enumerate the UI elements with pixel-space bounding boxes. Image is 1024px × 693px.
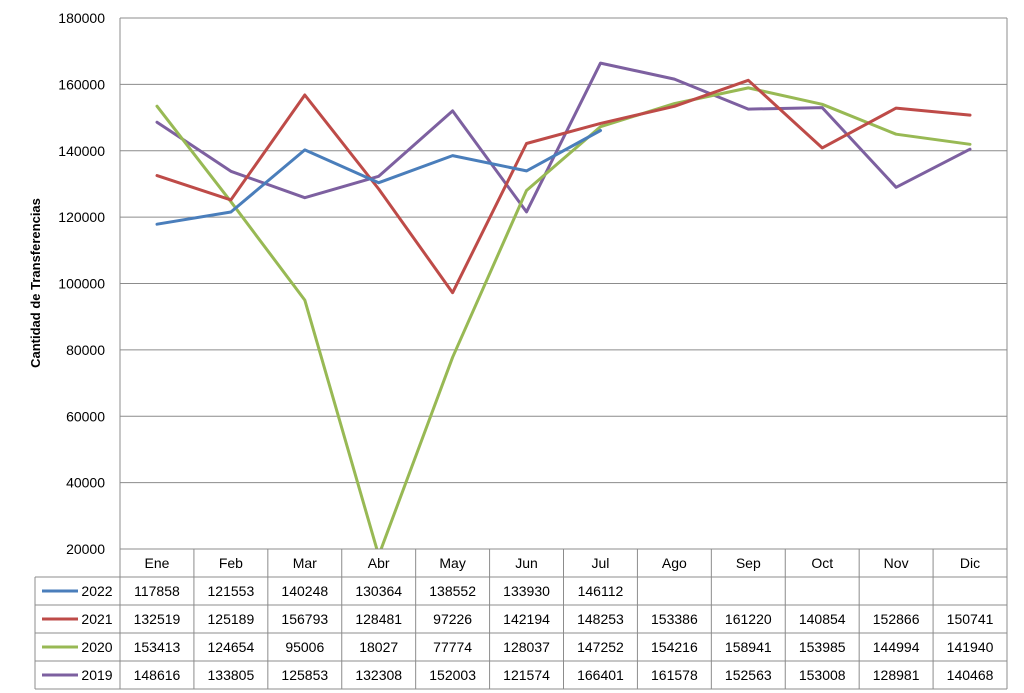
table-cell-value: 152866: [873, 611, 920, 627]
y-tick-label: 60000: [66, 408, 105, 424]
table-cell-value: 141940: [947, 639, 994, 655]
y-tick-label: 180000: [58, 10, 105, 26]
table-cell-value: 97226: [433, 611, 472, 627]
x-tick-label: Dic: [960, 555, 980, 571]
table-cell-value: 166401: [577, 667, 624, 683]
table-cell-value: 77774: [433, 639, 472, 655]
y-tick-label: 40000: [66, 475, 105, 491]
table-cell-value: 153008: [799, 667, 846, 683]
table-cell-value: 140248: [281, 583, 328, 599]
y-axis-label: Cantidad de Transferencias: [28, 198, 43, 368]
legend-label: 2022: [81, 583, 112, 599]
table-cell-value: 152563: [725, 667, 772, 683]
table-cell-value: 148616: [134, 667, 181, 683]
table-cell-value: 128981: [873, 667, 920, 683]
table-cell-value: 148253: [577, 611, 624, 627]
table-cell-value: 124654: [208, 639, 255, 655]
table-cell-value: 161578: [651, 667, 698, 683]
table-cell-value: 153386: [651, 611, 698, 627]
legend-label: 2021: [81, 611, 112, 627]
table-cell-value: 140854: [799, 611, 846, 627]
legend-label: 2019: [81, 667, 112, 683]
table-cell-value: 128037: [503, 639, 550, 655]
table-cell-value: 144994: [873, 639, 920, 655]
gridlines: [119, 17, 1008, 550]
x-tick-label: Abr: [368, 555, 390, 571]
table-cell-value: 95006: [285, 639, 324, 655]
table-cell-value: 125853: [281, 667, 328, 683]
series-line-2019: [155, 61, 972, 214]
table-cell-value: 158941: [725, 639, 772, 655]
table-cell-value: 161220: [725, 611, 772, 627]
table-cell-value: 121574: [503, 667, 550, 683]
table-cell-value: 150741: [947, 611, 994, 627]
x-tick-label: Mar: [293, 555, 317, 571]
y-tick-label: 20000: [66, 541, 105, 557]
x-tick-label: Nov: [884, 555, 909, 571]
x-tick-label: Jul: [592, 555, 610, 571]
table-cell-value: 125189: [208, 611, 255, 627]
series-line-2021: [155, 78, 972, 295]
series-line-2022: [155, 129, 602, 226]
table-cell-value: 133805: [208, 667, 255, 683]
legend-label: 2020: [81, 639, 112, 655]
y-tick-label: 160000: [58, 76, 105, 92]
x-tick-label: Feb: [219, 555, 243, 571]
data-table: Ene Feb Mar Abr May Jun Jul Ago Sep Oct Nov Dic 2022…: [34, 548, 1008, 690]
table-cell-value: 152003: [429, 667, 476, 683]
table-cell-value: 132308: [355, 667, 402, 683]
table-cell-value: 132519: [134, 611, 181, 627]
y-tick-label: 80000: [66, 342, 105, 358]
table-cell-value: 146112: [578, 583, 624, 599]
y-tick-label: 100000: [58, 276, 105, 292]
table-cell-value: 153413: [134, 639, 181, 655]
table-cell-value: 140468: [947, 667, 994, 683]
table-cell-value: 133930: [503, 583, 550, 599]
x-tick-label: Ago: [662, 555, 687, 571]
y-tick-label: 140000: [58, 143, 105, 159]
table-cell-value: 147252: [577, 639, 624, 655]
y-tick-label: 120000: [58, 209, 105, 225]
table-cell-value: 154216: [651, 639, 698, 655]
table-cell-value: 128481: [355, 611, 402, 627]
series-lines: [155, 61, 972, 549]
x-tick-label: Jun: [515, 555, 538, 571]
table-cell-value: 156793: [281, 611, 328, 627]
table-cell-value: 138552: [429, 583, 476, 599]
x-tick-label: Ene: [144, 555, 169, 571]
table-cell-value: 121553: [208, 583, 255, 599]
table-cell-value: 130364: [355, 583, 402, 599]
table-cell-value: 117858: [134, 583, 180, 599]
x-tick-label: Sep: [736, 555, 761, 571]
x-tick-label: May: [439, 555, 465, 571]
table-cell-value: 18027: [359, 639, 398, 655]
y-axis-ticks: 20000 40000 60000 80000 100000 120000 140000 16…: [58, 10, 105, 557]
x-tick-label: Oct: [811, 555, 833, 571]
series-line-2020: [155, 86, 972, 549]
table-cell-value: 142194: [503, 611, 550, 627]
table-cell-value: 153985: [799, 639, 846, 655]
